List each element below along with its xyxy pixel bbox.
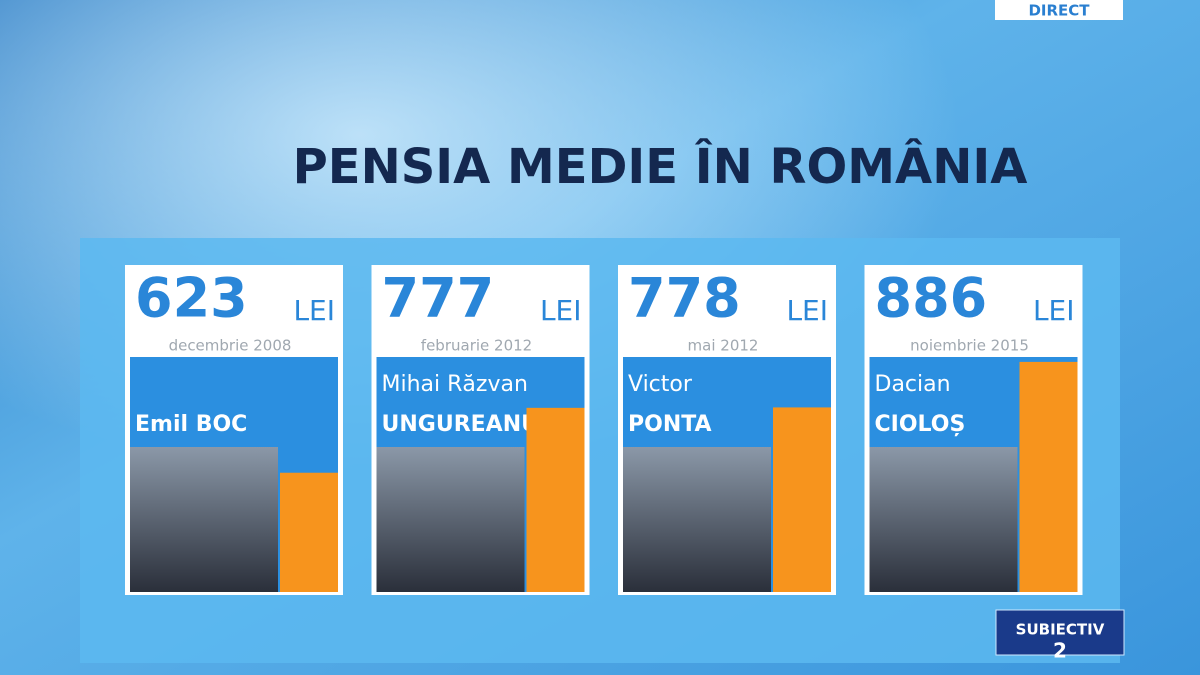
person-name: UNGUREANU [382,412,539,437]
date-label: noiembrie 2015 [910,337,1029,355]
person-name: PONTA [628,412,712,437]
unit-label: LEI [540,294,582,327]
chart-title: PENSIA MEDIE ÎN ROMÂNIA [293,138,1028,195]
value-label: 777 [382,267,495,330]
value-label: 623 [135,267,248,330]
unit-label: LEI [786,294,828,327]
value-label: 778 [628,267,741,330]
date-label: februarie 2012 [421,337,532,355]
unit-label: LEI [293,294,335,327]
bar [526,407,585,592]
photo [869,447,1018,592]
bar [280,472,338,592]
photo [623,447,771,592]
person-name: Victor [628,372,693,397]
person-name: Mihai Răzvan [382,372,528,397]
live-label: DIRECT [1028,2,1090,20]
unit-label: LEI [1033,294,1075,327]
person-name: CIOLOȘ [875,412,966,437]
logo-text: SUBIECTIV [1016,621,1105,639]
logo-number: 2 [1053,639,1067,663]
bar [1019,361,1078,592]
date-label: decembrie 2008 [169,337,292,355]
live-badge [995,0,1123,20]
photo [130,447,278,592]
person-name: Dacian [875,372,951,397]
value-label: 886 [875,267,988,330]
bar [773,407,831,592]
photo [376,447,525,592]
channel-logo [995,609,1125,656]
person-name: Emil BOC [135,412,247,437]
date-label: mai 2012 [688,337,759,355]
